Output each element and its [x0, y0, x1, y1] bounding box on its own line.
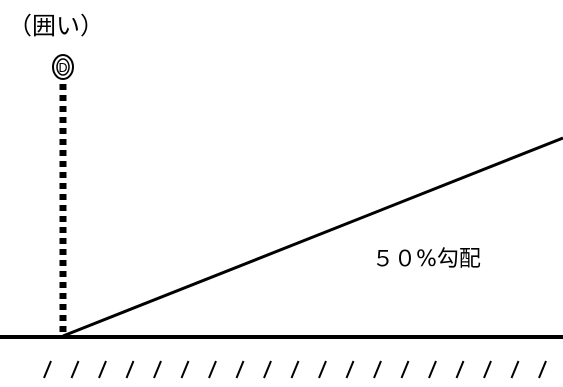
hatch-mark [318, 360, 327, 379]
hatch-mark [483, 360, 492, 379]
ground-hatch [43, 360, 547, 379]
hatch-mark [428, 360, 437, 379]
hatch-mark [43, 360, 52, 379]
enclosure-label: （囲い） [8, 12, 104, 40]
slope-label: ５０%勾配 [372, 247, 481, 272]
hatch-mark [70, 360, 80, 379]
point-marker-label: D [58, 61, 67, 75]
hatch-mark [208, 360, 217, 379]
hatch-mark [153, 360, 162, 379]
hatch-mark [180, 360, 190, 379]
hatch-mark [510, 360, 520, 379]
hatch-mark [345, 360, 355, 379]
hatch-mark [263, 360, 272, 379]
hatch-mark [98, 360, 107, 379]
hatch-mark [373, 360, 382, 379]
point-marker-icon: D [52, 54, 74, 80]
hatch-mark [290, 360, 300, 379]
hatch-mark [125, 360, 135, 379]
hatch-mark [235, 360, 245, 379]
hatch-mark [538, 360, 547, 379]
slope-line [62, 136, 563, 338]
hatch-mark [400, 360, 410, 379]
hatch-mark [455, 360, 465, 379]
